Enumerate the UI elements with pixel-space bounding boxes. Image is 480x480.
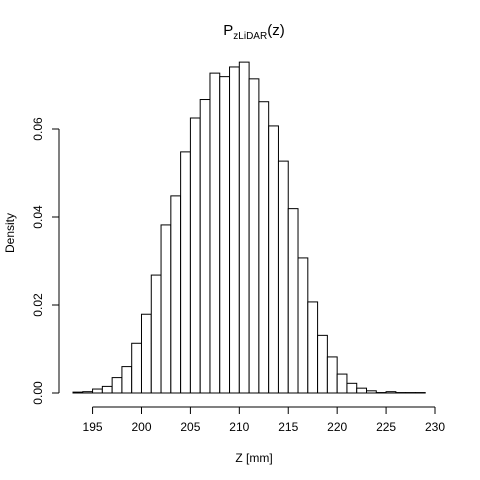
histogram-bar [346,382,358,394]
title-subscript: zLiDAR [233,31,267,42]
y-tick-label: 0.04 [31,205,45,229]
histogram-bar [326,356,338,394]
y-axis: 0.00 0.02 0.04 0.06 [31,117,60,405]
x-axis: 195 200 205 210 215 220 225 230 [83,406,445,434]
histogram-bar [180,151,191,394]
histogram-bar [150,274,162,394]
histogram-bar [336,373,348,394]
histogram-bar [219,76,231,394]
histogram-bar [297,257,309,394]
histogram-bar [189,117,201,394]
histogram-bar [92,388,103,394]
x-tick-label: 210 [229,420,249,434]
y-axis-label: Density [3,213,17,253]
histogram-bar [131,342,142,394]
histogram-bar [268,125,279,394]
histogram-bar [140,313,152,394]
histogram-bar [121,366,133,394]
histogram-bar [170,195,182,394]
histogram-bar [199,99,211,394]
histogram-bar [229,66,240,394]
histogram-bar [356,387,368,394]
x-tick-label: 195 [83,420,103,434]
x-tick-label: 220 [327,420,347,434]
y-tick-label: 0.00 [31,381,45,405]
histogram-bar [248,78,260,394]
x-tick-label: 225 [376,420,396,434]
histogram-bar [307,301,319,394]
histogram-bar [317,334,328,394]
histogram-bar [82,391,94,394]
x-tick-label: 200 [131,420,151,434]
x-tick-label: 215 [278,420,298,434]
histogram-bar [209,72,221,394]
histogram-bar [238,61,250,394]
histogram-bar [287,208,299,394]
histogram-bar [277,160,289,394]
y-tick-label: 0.06 [31,117,45,141]
x-axis-label: Z [mm] [235,451,272,465]
histogram-bars [72,61,426,394]
histogram-bar [160,224,172,394]
title-tail: (z) [267,22,285,39]
x-tick-label: 205 [180,420,200,434]
title-main: P [223,22,233,39]
chart-title: PzLiDAR(z) [223,22,284,42]
y-tick-label: 0.02 [31,293,45,317]
histogram-bar [111,377,123,394]
histogram-bar [72,391,84,394]
histogram-bar [101,385,113,394]
histogram-bar [366,390,377,394]
x-tick-label: 230 [425,420,445,434]
histogram-bar [385,391,397,394]
histogram-bar [258,101,270,394]
